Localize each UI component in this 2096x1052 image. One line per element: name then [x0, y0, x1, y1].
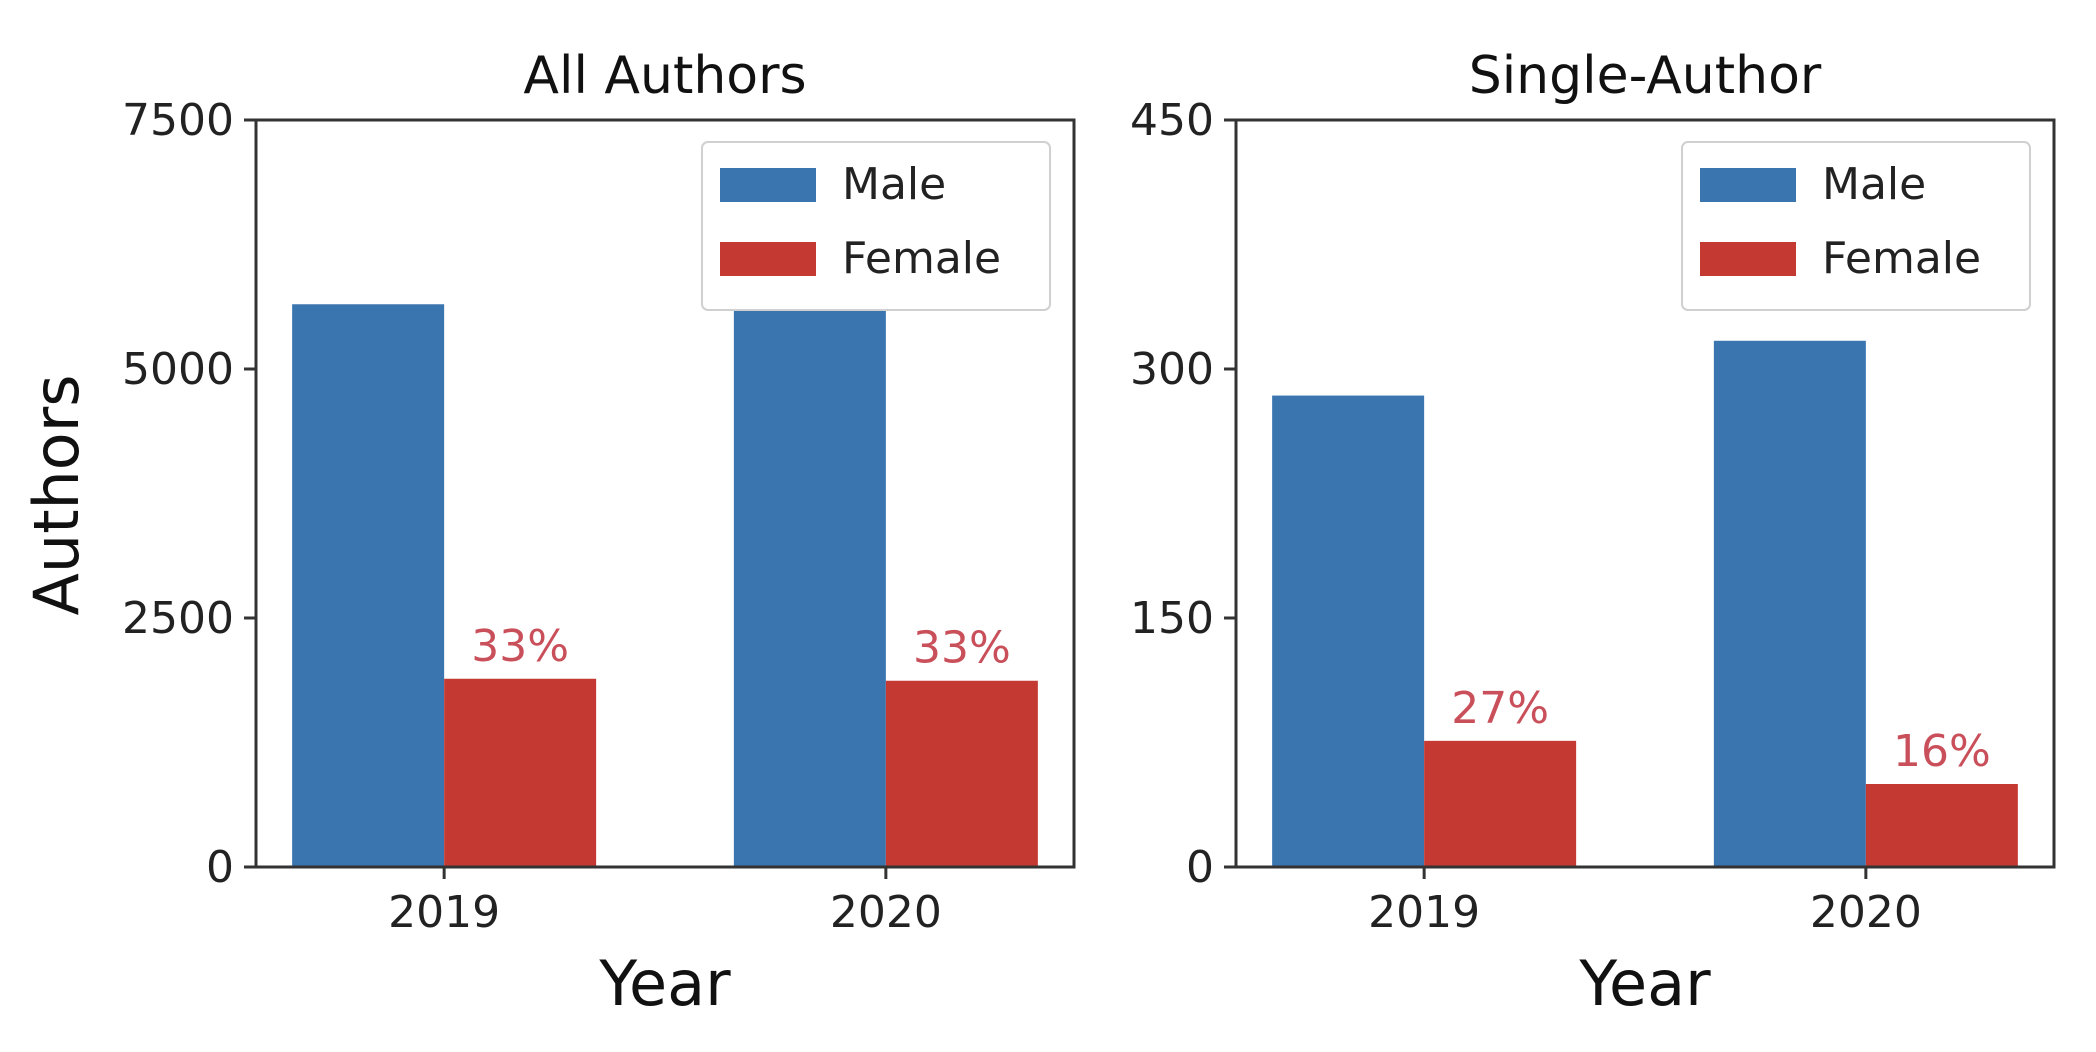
- all-authors-bar-female-2019: [444, 678, 597, 867]
- single-author-legend-swatch-male: [1700, 168, 1796, 202]
- single-author-plot-frame: [1234, 118, 2056, 869]
- all-authors-bar-female-2020: [885, 680, 1038, 867]
- single-author-y-tick-label: 450: [1130, 95, 1214, 146]
- single-author-y-tick-label: 150: [1130, 593, 1214, 644]
- single-author-legend-swatch-female: [1700, 242, 1796, 276]
- all-authors-x-tick-label: 2019: [388, 887, 500, 938]
- all-authors-bar-male-2019: [292, 304, 445, 867]
- single-author-y-tick-label: 0: [1186, 842, 1214, 893]
- all-authors-plot-frame: [254, 118, 1076, 869]
- all-authors-y-tick-label: 5000: [122, 344, 234, 395]
- all-authors-bar-male-2020: [733, 297, 886, 868]
- single-author-female-share-label-2019: 27%: [1451, 683, 1549, 734]
- all-authors-female-share-label-2019: 33%: [471, 621, 569, 672]
- single-author-bar-female-2020: [1865, 784, 2018, 867]
- single-author-female-share-label-2020: 16%: [1893, 726, 1991, 777]
- all-authors-legend-label-female: Female: [842, 233, 1001, 284]
- single-author-y-tick-label: 300: [1130, 344, 1214, 395]
- all-authors-legend-label-male: Male: [842, 159, 946, 210]
- single-author-legend-label-female: Female: [1822, 233, 1981, 284]
- all-authors-legend-swatch-female: [720, 242, 816, 276]
- all-authors-y-tick-label: 0: [206, 842, 234, 893]
- all-authors-chart-title: All Authors: [523, 46, 806, 106]
- all-authors-y-tick-label: 7500: [122, 95, 234, 146]
- single-author-legend-label-male: Male: [1822, 159, 1926, 210]
- all-authors-female-share-label-2020: 33%: [913, 623, 1011, 674]
- all-authors-x-axis-label: Year: [598, 947, 731, 1020]
- all-authors-legend-swatch-male: [720, 168, 816, 202]
- all-authors-x-tick-label: 2020: [830, 887, 942, 938]
- single-author-x-tick-label: 2020: [1810, 887, 1922, 938]
- single-author-bar-female-2019: [1424, 740, 1577, 867]
- y-axis-label: Authors: [20, 374, 93, 615]
- single-author-bar-male-2020: [1713, 340, 1866, 867]
- single-author-chart-title: Single-Author: [1469, 46, 1822, 106]
- single-author-x-tick-label: 2019: [1368, 887, 1480, 938]
- single-author-x-axis-label: Year: [1578, 947, 1711, 1020]
- single-author-bar-male-2019: [1272, 395, 1425, 867]
- all-authors-y-tick-label: 2500: [122, 593, 234, 644]
